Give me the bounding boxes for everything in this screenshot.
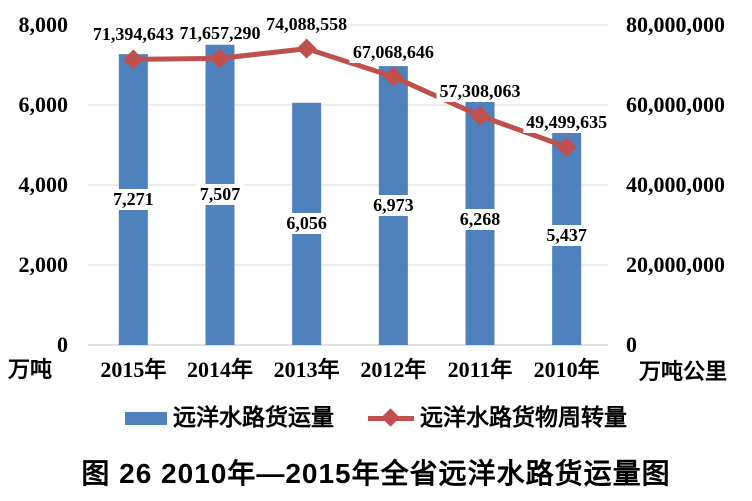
bar-value-label: 7,271 (110, 188, 157, 210)
line-series-swatch-icon (368, 405, 414, 431)
bar-value-label: 6,268 (456, 208, 504, 230)
legend: 远洋水路货运量 远洋水路货物周转量 (0, 404, 752, 432)
left-axis-tick: 2,000 (18, 252, 69, 277)
chart-title: 图 26 2010年—2015年全省远洋水路货运量图 (81, 458, 671, 489)
legend-item-bar-series: 远洋水路货运量 (125, 404, 334, 432)
left-axis-tick: 0 (57, 332, 68, 357)
line-marker-2013年 (296, 38, 317, 59)
bar-value-label: 6,973 (370, 194, 417, 216)
line-value-label: 67,068,646 (349, 41, 437, 63)
line-value-label: 74,088,558 (263, 13, 351, 35)
left-axis-unit: 万吨 (8, 357, 53, 382)
x-axis-label: 2010年 (533, 357, 600, 382)
x-axis-label: 2011年 (447, 357, 513, 382)
line-value-label: 71,394,643 (89, 24, 177, 46)
line-marker-2015年 (123, 49, 144, 70)
x-axis-label: 2015年 (100, 357, 167, 382)
left-axis-tick: 4,000 (18, 172, 69, 197)
legend-item-line-series: 远洋水路货物周转量 (368, 404, 627, 432)
right-axis-tick: 0 (626, 332, 637, 357)
x-axis-label: 2012年 (360, 357, 427, 382)
x-axis-label: 2014年 (186, 357, 254, 382)
x-axis-label: 2013年 (273, 357, 340, 382)
bar-value-label: 5,437 (543, 225, 590, 247)
line-value-label: 49,499,635 (523, 112, 611, 133)
bar-series-swatch-icon (125, 411, 167, 425)
line-marker-2010年 (556, 137, 577, 158)
right-axis-tick: 20,000,000 (626, 252, 725, 277)
right-axis-tick: 40,000,000 (626, 172, 725, 197)
bar-series-label: 远洋水路货运量 (173, 405, 334, 430)
line-marker-2011年 (470, 105, 490, 126)
line-marker-2012年 (383, 66, 404, 87)
line-marker-2014年 (210, 48, 230, 69)
bar-value-label: 7,507 (196, 183, 244, 205)
line-value-label: 57,308,063 (436, 80, 524, 102)
right-axis-tick: 80,000,000 (626, 12, 725, 37)
line-value-label: 71,657,290 (176, 23, 264, 45)
right-axis-unit: 万吨公里 (639, 359, 728, 384)
right-axis-tick: 60,000,000 (626, 92, 725, 117)
left-axis-tick: 6,000 (18, 92, 69, 117)
left-axis-tick: 8,000 (18, 12, 69, 37)
bar-value-label: 6,056 (283, 212, 330, 234)
line-series-label: 远洋水路货物周转量 (420, 405, 627, 430)
chart-area: 0 0 2,000 20,000,000 4,000 40,000,000 6,000 60,… (8, 12, 728, 384)
diamond-marker-icon (381, 408, 400, 427)
